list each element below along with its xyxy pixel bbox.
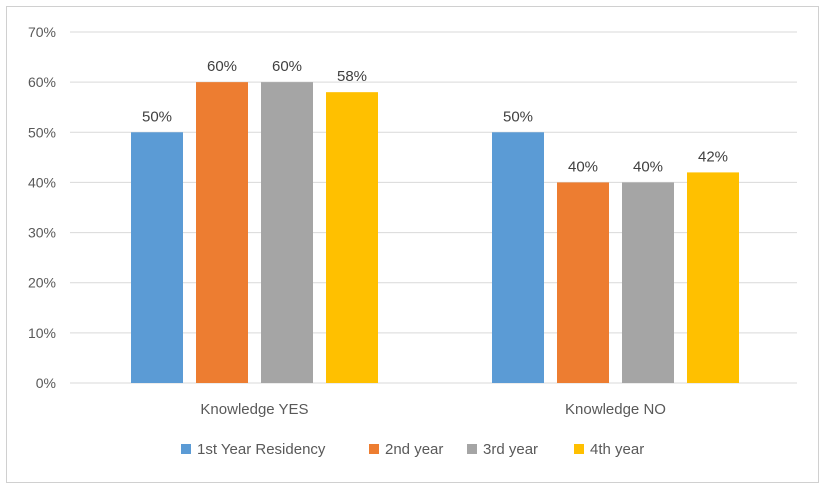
bar-knowledge-yes-2nd-year: [196, 82, 248, 384]
bar-knowledge-no-1st-year-residency: [492, 132, 544, 383]
bar-knowledge-yes-4th-year: [326, 92, 378, 384]
data-label-knowledge-yes-1st-year-residency: 50%: [142, 108, 172, 125]
data-labels: 50% 60% 60% 58% 50% 40% 40% 42%: [142, 58, 728, 175]
legend-label-1st-year-residency: 1st Year Residency: [197, 441, 326, 458]
legend: 1st Year Residency 2nd year 3rd year 4th ye…: [181, 441, 644, 458]
bar-chart: 0% 10% 20% 30% 40% 50% 60% 70% 50% 60% 60% 58% 50% 4…: [28, 24, 797, 458]
y-tick-label-60: 60%: [28, 74, 56, 90]
data-label-knowledge-no-4th-year: 42%: [698, 148, 728, 165]
x-category-label-knowledge-no: Knowledge NO: [565, 401, 666, 418]
bar-knowledge-no-4th-year: [687, 172, 739, 383]
y-tick-label-30: 30%: [28, 225, 56, 241]
y-tick-label-70: 70%: [28, 24, 56, 40]
legend-swatch-2nd-year: [369, 444, 379, 454]
y-tick-label-50: 50%: [28, 124, 56, 140]
data-label-knowledge-no-1st-year-residency: 50%: [503, 108, 533, 125]
y-tick-label-20: 20%: [28, 275, 56, 291]
y-tick-label-0: 0%: [36, 375, 56, 391]
legend-swatch-4th-year: [574, 444, 584, 454]
x-category-label-knowledge-yes: Knowledge YES: [200, 401, 308, 418]
legend-label-4th-year: 4th year: [590, 441, 644, 458]
y-axis-tick-labels: 0% 10% 20% 30% 40% 50% 60% 70%: [28, 24, 56, 391]
y-tick-label-10: 10%: [28, 325, 56, 341]
gridlines: [70, 31, 797, 384]
bars: [131, 82, 739, 384]
bar-knowledge-no-3rd-year: [622, 182, 674, 383]
legend-label-3rd-year: 3rd year: [483, 441, 538, 458]
data-label-knowledge-yes-4th-year: 58%: [337, 68, 367, 85]
legend-swatch-3rd-year: [467, 444, 477, 454]
legend-swatch-1st-year-residency: [181, 444, 191, 454]
data-label-knowledge-no-2nd-year: 40%: [568, 158, 598, 175]
bar-knowledge-yes-3rd-year: [261, 82, 313, 384]
data-label-knowledge-yes-3rd-year: 60%: [272, 58, 302, 75]
bar-knowledge-yes-1st-year-residency: [131, 132, 183, 383]
data-label-knowledge-no-3rd-year: 40%: [633, 158, 663, 175]
chart-frame: 0% 10% 20% 30% 40% 50% 60% 70% 50% 60% 60% 58% 50% 4…: [6, 6, 819, 483]
bar-knowledge-no-2nd-year: [557, 182, 609, 383]
legend-label-2nd-year: 2nd year: [385, 441, 443, 458]
data-label-knowledge-yes-2nd-year: 60%: [207, 58, 237, 75]
y-tick-label-40: 40%: [28, 174, 56, 190]
x-axis-category-labels: Knowledge YES Knowledge NO: [200, 401, 666, 418]
